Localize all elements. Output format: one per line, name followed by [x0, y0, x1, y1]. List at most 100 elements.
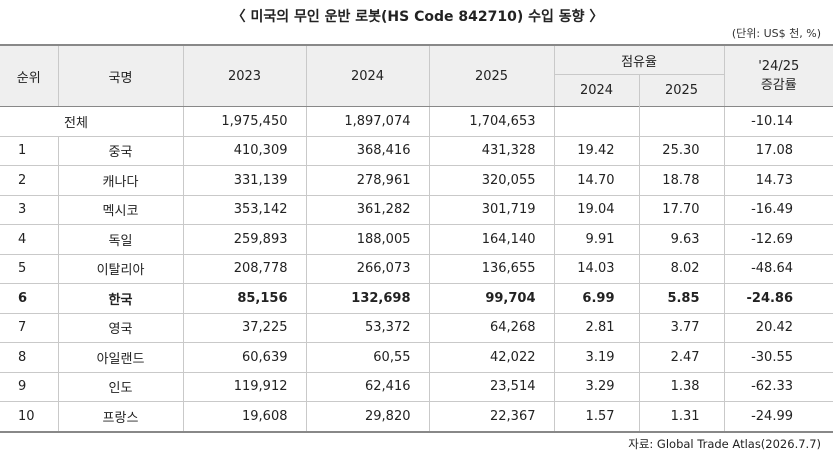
value-2025-cell: 431,328: [428, 136, 555, 166]
value-2023-cell: 60,639: [182, 342, 307, 373]
share-2025-cell: 18.78: [638, 165, 725, 196]
header-change: '24/25 증감률: [723, 44, 834, 107]
share-2025-cell: 8.02: [638, 254, 725, 284]
value-2025-cell: 23,514: [428, 372, 555, 402]
header-share-2025: 2025: [638, 74, 725, 107]
rank-cell: 3: [0, 195, 59, 225]
share-2025-cell: 5.85: [638, 283, 725, 314]
value-2024-cell: 53,372: [305, 313, 430, 343]
rank-cell: 8: [0, 342, 59, 373]
country-cell: 인도: [57, 372, 184, 402]
change-rate-cell: 14.73: [723, 165, 834, 196]
value-2024-cell: 278,961: [305, 165, 430, 196]
table-row: 5 이탈리아 208,778 266,073 136,655 14.03 8.02 -48.6…: [0, 254, 834, 284]
country-cell: 프랑스: [57, 401, 184, 433]
header-2024: 2024: [305, 44, 430, 107]
value-2023-cell: 259,893: [182, 224, 307, 255]
table-row: 9 인도 119,912 62,416 23,514 3.29 1.38 -62.33: [0, 372, 834, 402]
value-2024-cell: 368,416: [305, 136, 430, 166]
change-rate-cell: -16.49: [723, 195, 834, 225]
table-header: 순위 국명 2023 2024 2025 점유율 '24/25 증감률 2024…: [0, 44, 834, 107]
value-2025-cell: 64,268: [428, 313, 555, 343]
table-row: 1 중국 410,309 368,416 431,328 19.42 25.30 17.08: [0, 136, 834, 166]
header-change-line1: '24/25: [758, 59, 800, 74]
header-2023: 2023: [182, 44, 307, 107]
import-table: 순위 국명 2023 2024 2025 점유율 '24/25 증감률 2024…: [0, 44, 834, 433]
country-cell: 멕시코: [57, 195, 184, 225]
share-2024-cell: 3.19: [553, 342, 640, 373]
share-2025-cell: 3.77: [638, 313, 725, 343]
total-2023: 1,975,450: [182, 106, 307, 137]
share-2024-cell: 6.99: [553, 283, 640, 314]
country-cell: 독일: [57, 224, 184, 255]
total-label: 전체: [0, 106, 184, 137]
total-share-2024: [553, 106, 640, 137]
value-2025-cell: 99,704: [428, 283, 555, 314]
table-row: 8 아일랜드 60,639 60,55 42,022 3.19 2.47 -30.55: [0, 342, 834, 373]
change-rate-cell: 20.42: [723, 313, 834, 343]
country-cell: 아일랜드: [57, 342, 184, 373]
rank-cell: 4: [0, 224, 59, 255]
share-2024-cell: 1.57: [553, 401, 640, 433]
rank-cell: 1: [0, 136, 59, 166]
change-rate-cell: -62.33: [723, 372, 834, 402]
value-2025-cell: 42,022: [428, 342, 555, 373]
rank-cell: 9: [0, 372, 59, 402]
rank-cell: 6: [0, 283, 59, 314]
header-rank: 순위: [0, 44, 59, 107]
country-cell: 한국: [57, 283, 184, 314]
table-body: 전체 1,975,450 1,897,074 1,704,653 -10.14 …: [0, 106, 834, 433]
header-country: 국명: [57, 44, 184, 107]
value-2023-cell: 85,156: [182, 283, 307, 314]
country-cell: 이탈리아: [57, 254, 184, 284]
table-row: 7 영국 37,225 53,372 64,268 2.81 3.77 20.42: [0, 313, 834, 343]
share-2024-cell: 2.81: [553, 313, 640, 343]
value-2025-cell: 320,055: [428, 165, 555, 196]
country-cell: 중국: [57, 136, 184, 166]
share-2025-cell: 25.30: [638, 136, 725, 166]
rank-cell: 5: [0, 254, 59, 284]
table-row: 3 멕시코 353,142 361,282 301,719 19.04 17.70 -16.4…: [0, 195, 834, 225]
share-2024-cell: 19.04: [553, 195, 640, 225]
change-rate-cell: -30.55: [723, 342, 834, 373]
change-rate-cell: -24.99: [723, 401, 834, 433]
total-share-2025: [638, 106, 725, 137]
value-2023-cell: 353,142: [182, 195, 307, 225]
change-rate-cell: -12.69: [723, 224, 834, 255]
header-change-line2: 증감률: [760, 78, 797, 93]
change-rate-cell: 17.08: [723, 136, 834, 166]
header-share: 점유율: [553, 44, 725, 75]
share-2025-cell: 1.31: [638, 401, 725, 433]
rank-cell: 7: [0, 313, 59, 343]
share-2024-cell: 9.91: [553, 224, 640, 255]
share-2024-cell: 14.03: [553, 254, 640, 284]
table-title: 〈 미국의 무인 운반 로봇(HS Code 842710) 수입 동향 〉: [231, 9, 604, 25]
value-2024-cell: 361,282: [305, 195, 430, 225]
value-2024-cell: 62,416: [305, 372, 430, 402]
value-2023-cell: 208,778: [182, 254, 307, 284]
source-note: 자료: Global Trade Atlas(2026.7.7): [628, 437, 821, 451]
value-2024-cell: 60,55: [305, 342, 430, 373]
table-row: 10 프랑스 19,608 29,820 22,367 1.57 1.31 -24.99: [0, 401, 834, 433]
value-2025-cell: 301,719: [428, 195, 555, 225]
country-cell: 캐나다: [57, 165, 184, 196]
header-share-2024: 2024: [554, 74, 640, 107]
share-2025-cell: 1.38: [638, 372, 725, 402]
table-row-total: 전체 1,975,450 1,897,074 1,704,653 -10.14: [0, 106, 834, 137]
table-row: 4 독일 259,893 188,005 164,140 9.91 9.63 -12.69: [0, 224, 834, 255]
header-2025: 2025: [428, 44, 555, 107]
share-2025-cell: 2.47: [638, 342, 725, 373]
share-2025-cell: 17.70: [638, 195, 725, 225]
value-2023-cell: 119,912: [182, 372, 307, 402]
total-2025: 1,704,653: [428, 106, 555, 137]
total-change: -10.14: [723, 106, 834, 137]
total-2024: 1,897,074: [305, 106, 430, 137]
share-2024-cell: 14.70: [553, 165, 640, 196]
share-2025-cell: 9.63: [638, 224, 725, 255]
share-2024-cell: 19.42: [553, 136, 640, 166]
value-2023-cell: 19,608: [182, 401, 307, 433]
table-row: 2 캐나다 331,139 278,961 320,055 14.70 18.78 14.73: [0, 165, 834, 196]
change-rate-cell: -24.86: [723, 283, 834, 314]
value-2024-cell: 188,005: [305, 224, 430, 255]
value-2023-cell: 331,139: [182, 165, 307, 196]
